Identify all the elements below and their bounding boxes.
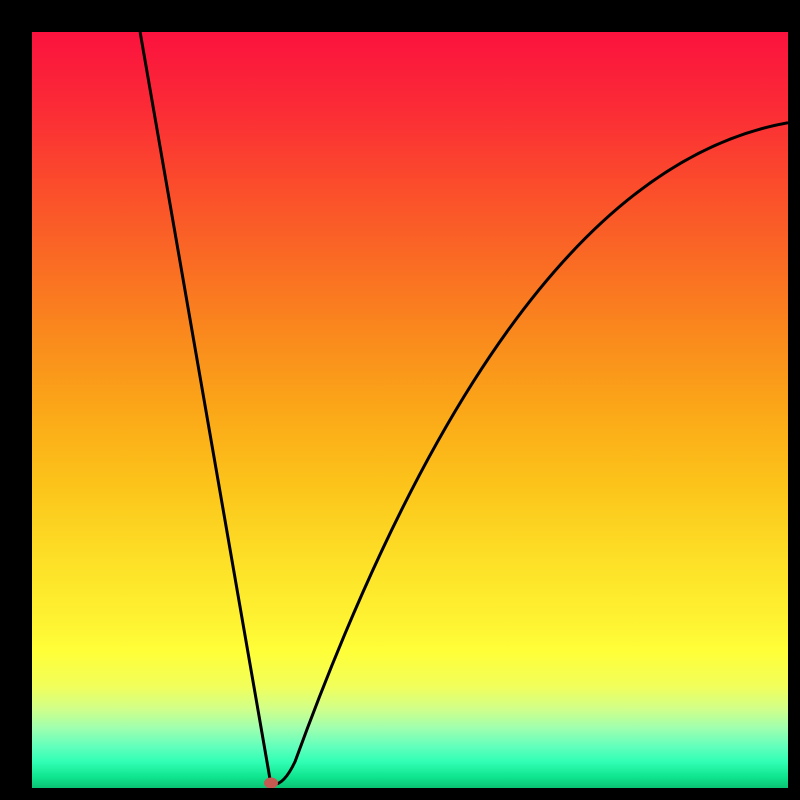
plot-area (32, 32, 788, 788)
minimum-marker (264, 777, 278, 788)
chart-outer-frame (0, 0, 800, 800)
gradient-background (32, 32, 788, 788)
